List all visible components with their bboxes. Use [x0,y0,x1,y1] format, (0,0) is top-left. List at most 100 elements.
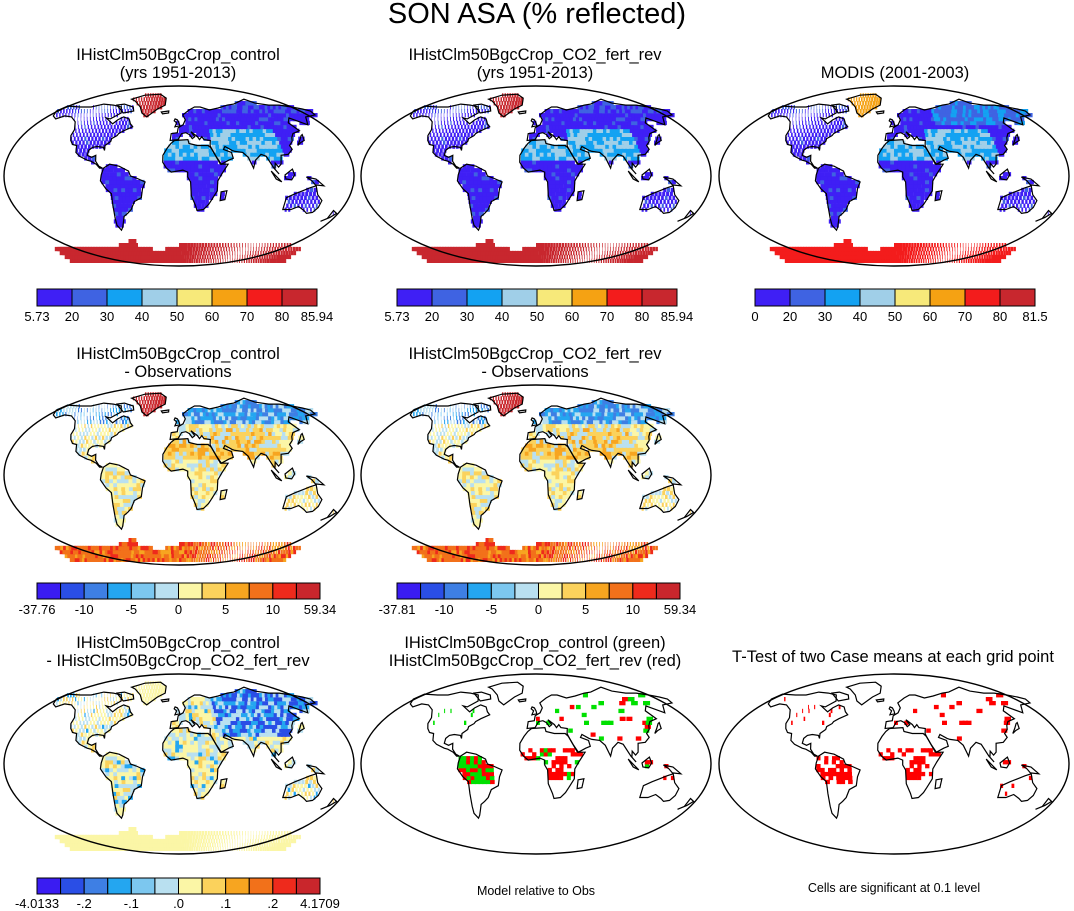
coastlines [52,392,338,531]
colorbar-tick-label: 80 [274,309,290,324]
colorbar-tick-label: 81.5 [1022,309,1048,324]
colorbar-co2-fert-rev-labels: 5.73 20 30 40 50 60 70 80 85.94 [384,309,693,325]
map-co2-fert-rev [360,85,712,267]
colorbar-tick-label: 0 [174,602,183,617]
coastlines [767,681,1053,820]
colorbar-tick-label: 20 [424,309,440,324]
colorbar-swatch [295,877,321,895]
colorbar-swatch [107,877,132,895]
map-border [718,673,1070,855]
panel-title-4-line1: IHistClm50BgcCrop_control [76,345,280,363]
panel-title-1: IHistClm50BgcCrop_control (yrs 1951-2013… [0,46,358,82]
colorbar-swatch [396,582,422,600]
colorbar-swatch [272,582,297,600]
coastlines [409,93,695,232]
colorbar-tick-label: -4.0133 [14,896,60,911]
colorbar-swatch [248,877,274,895]
colorbar-tick-label: 40 [494,309,510,324]
colorbar-tick-label: -.1 [123,896,139,911]
colorbar-swatch [60,877,85,895]
panel-title-3-line1: MODIS (2001-2003) [820,64,970,82]
colorbar-tick-label: 5 [582,602,590,617]
colorbar-swatch [246,288,283,307]
colorbar-swatch [431,288,468,307]
colorbar-swatch [641,288,678,307]
colorbar-swatch [538,582,563,600]
panel-title-2-line1: IHistClm50BgcCrop_CO2_fert_rev [408,46,662,64]
map-border [360,673,712,855]
colorbar-swatch [83,877,109,895]
colorbar-swatch [248,582,274,600]
colorbar-tick-label: 59.34 [303,602,337,617]
colorbar-co2-bias [396,582,681,600]
colorbar-swatch [154,582,179,600]
colorbar-swatch [130,877,156,895]
colorbar-swatch [176,288,213,307]
colorbar-tick-label: .1 [220,896,232,911]
colorbar-swatch [36,877,62,895]
colorbar-swatch [632,582,657,600]
colorbar-tick-label: 85.94 [660,309,694,324]
colorbar-tick-label: .0 [173,896,184,911]
map-border [718,85,1070,267]
colorbar-tick-label: 5.73 [24,309,50,324]
figure-title: SON ASA (% reflected) [387,0,687,30]
colorbar-swatch [514,582,539,600]
colorbar-tick-label: 70 [957,309,973,324]
colorbar-swatch [60,582,85,600]
colorbar-control-labels: 5.73 20 30 40 50 60 70 80 85.94 [24,309,333,325]
colorbar-swatch [201,877,227,895]
map-co2-minus-obs [360,384,712,566]
colorbar-swatch [107,582,132,600]
colorbar-swatch [606,288,643,307]
colorbar-swatch [859,288,896,307]
colorbar-tick-label: 0 [534,602,543,617]
colorbar-control-bias-labels: -37.76 -10 -5 0 5 10 59.34 [19,602,337,618]
colorbar-tick-label: 50 [529,309,545,324]
map-control [3,85,355,267]
colorbar-tick-label: 5.73 [384,309,410,324]
colorbar-tick-label: -5 [125,602,138,617]
colorbar-swatch [655,582,681,600]
colorbar-swatch [106,288,143,307]
colorbar-tick-label: 80 [992,309,1008,324]
colorbar-tick-label: 10 [625,602,641,617]
colorbar-swatch [281,288,318,307]
colorbar-tick-label: -.2 [76,896,92,911]
footnote-significance: Cells are significant at 0.1 level [807,881,981,895]
grid-cells [784,693,1033,796]
panel-title-7-line2: IHistClm50BgcCrop_CO2_fert_rev (red) [388,652,682,670]
coastlines [52,681,338,820]
colorbar-swatch [824,288,861,307]
colorbar-co2-bias-labels: -37.81 -10 -5 0 5 10 59.34 [379,602,697,618]
panel-title-6-line1: IHistClm50BgcCrop_control [76,634,280,652]
panel-title-2: IHistClm50BgcCrop_CO2_fert_rev (yrs 1951… [355,46,715,82]
grid-cells [769,93,1049,263]
map-border [3,85,355,267]
colorbar-swatch [443,582,469,600]
colorbar-case-difference [36,877,321,895]
colorbar-tick-label: -37.76 [18,602,56,617]
colorbar-swatch [608,582,634,600]
colorbar-tick-label: -10 [74,602,94,617]
colorbar-tick-label: 50 [169,309,185,324]
colorbar-tick-label: 20 [64,309,80,324]
panel-title-4-line2: - Observations [124,363,232,381]
colorbar-modis [754,288,1036,307]
panel-title-4: IHistClm50BgcCrop_control - Observations [0,345,358,381]
colorbar-tick-label: 4.1709 [300,896,340,911]
colorbar-tick-label: -5 [485,602,498,617]
coastlines [767,93,1053,232]
colorbar-tick-label: 60 [922,309,938,324]
colorbar-swatch [201,582,227,600]
colorbar-swatch [36,582,62,600]
colorbar-tick-label: 30 [817,309,833,324]
colorbar-swatch [571,288,608,307]
footnote-model-relative: Model relative to Obs [476,884,596,898]
colorbar-swatch [154,877,179,895]
panel-title-3: MODIS (2001-2003) [715,64,1074,82]
colorbar-swatch [929,288,966,307]
grid-cells [54,93,334,263]
colorbar-tick-label: 10 [265,602,281,617]
colorbar-swatch [420,582,445,600]
